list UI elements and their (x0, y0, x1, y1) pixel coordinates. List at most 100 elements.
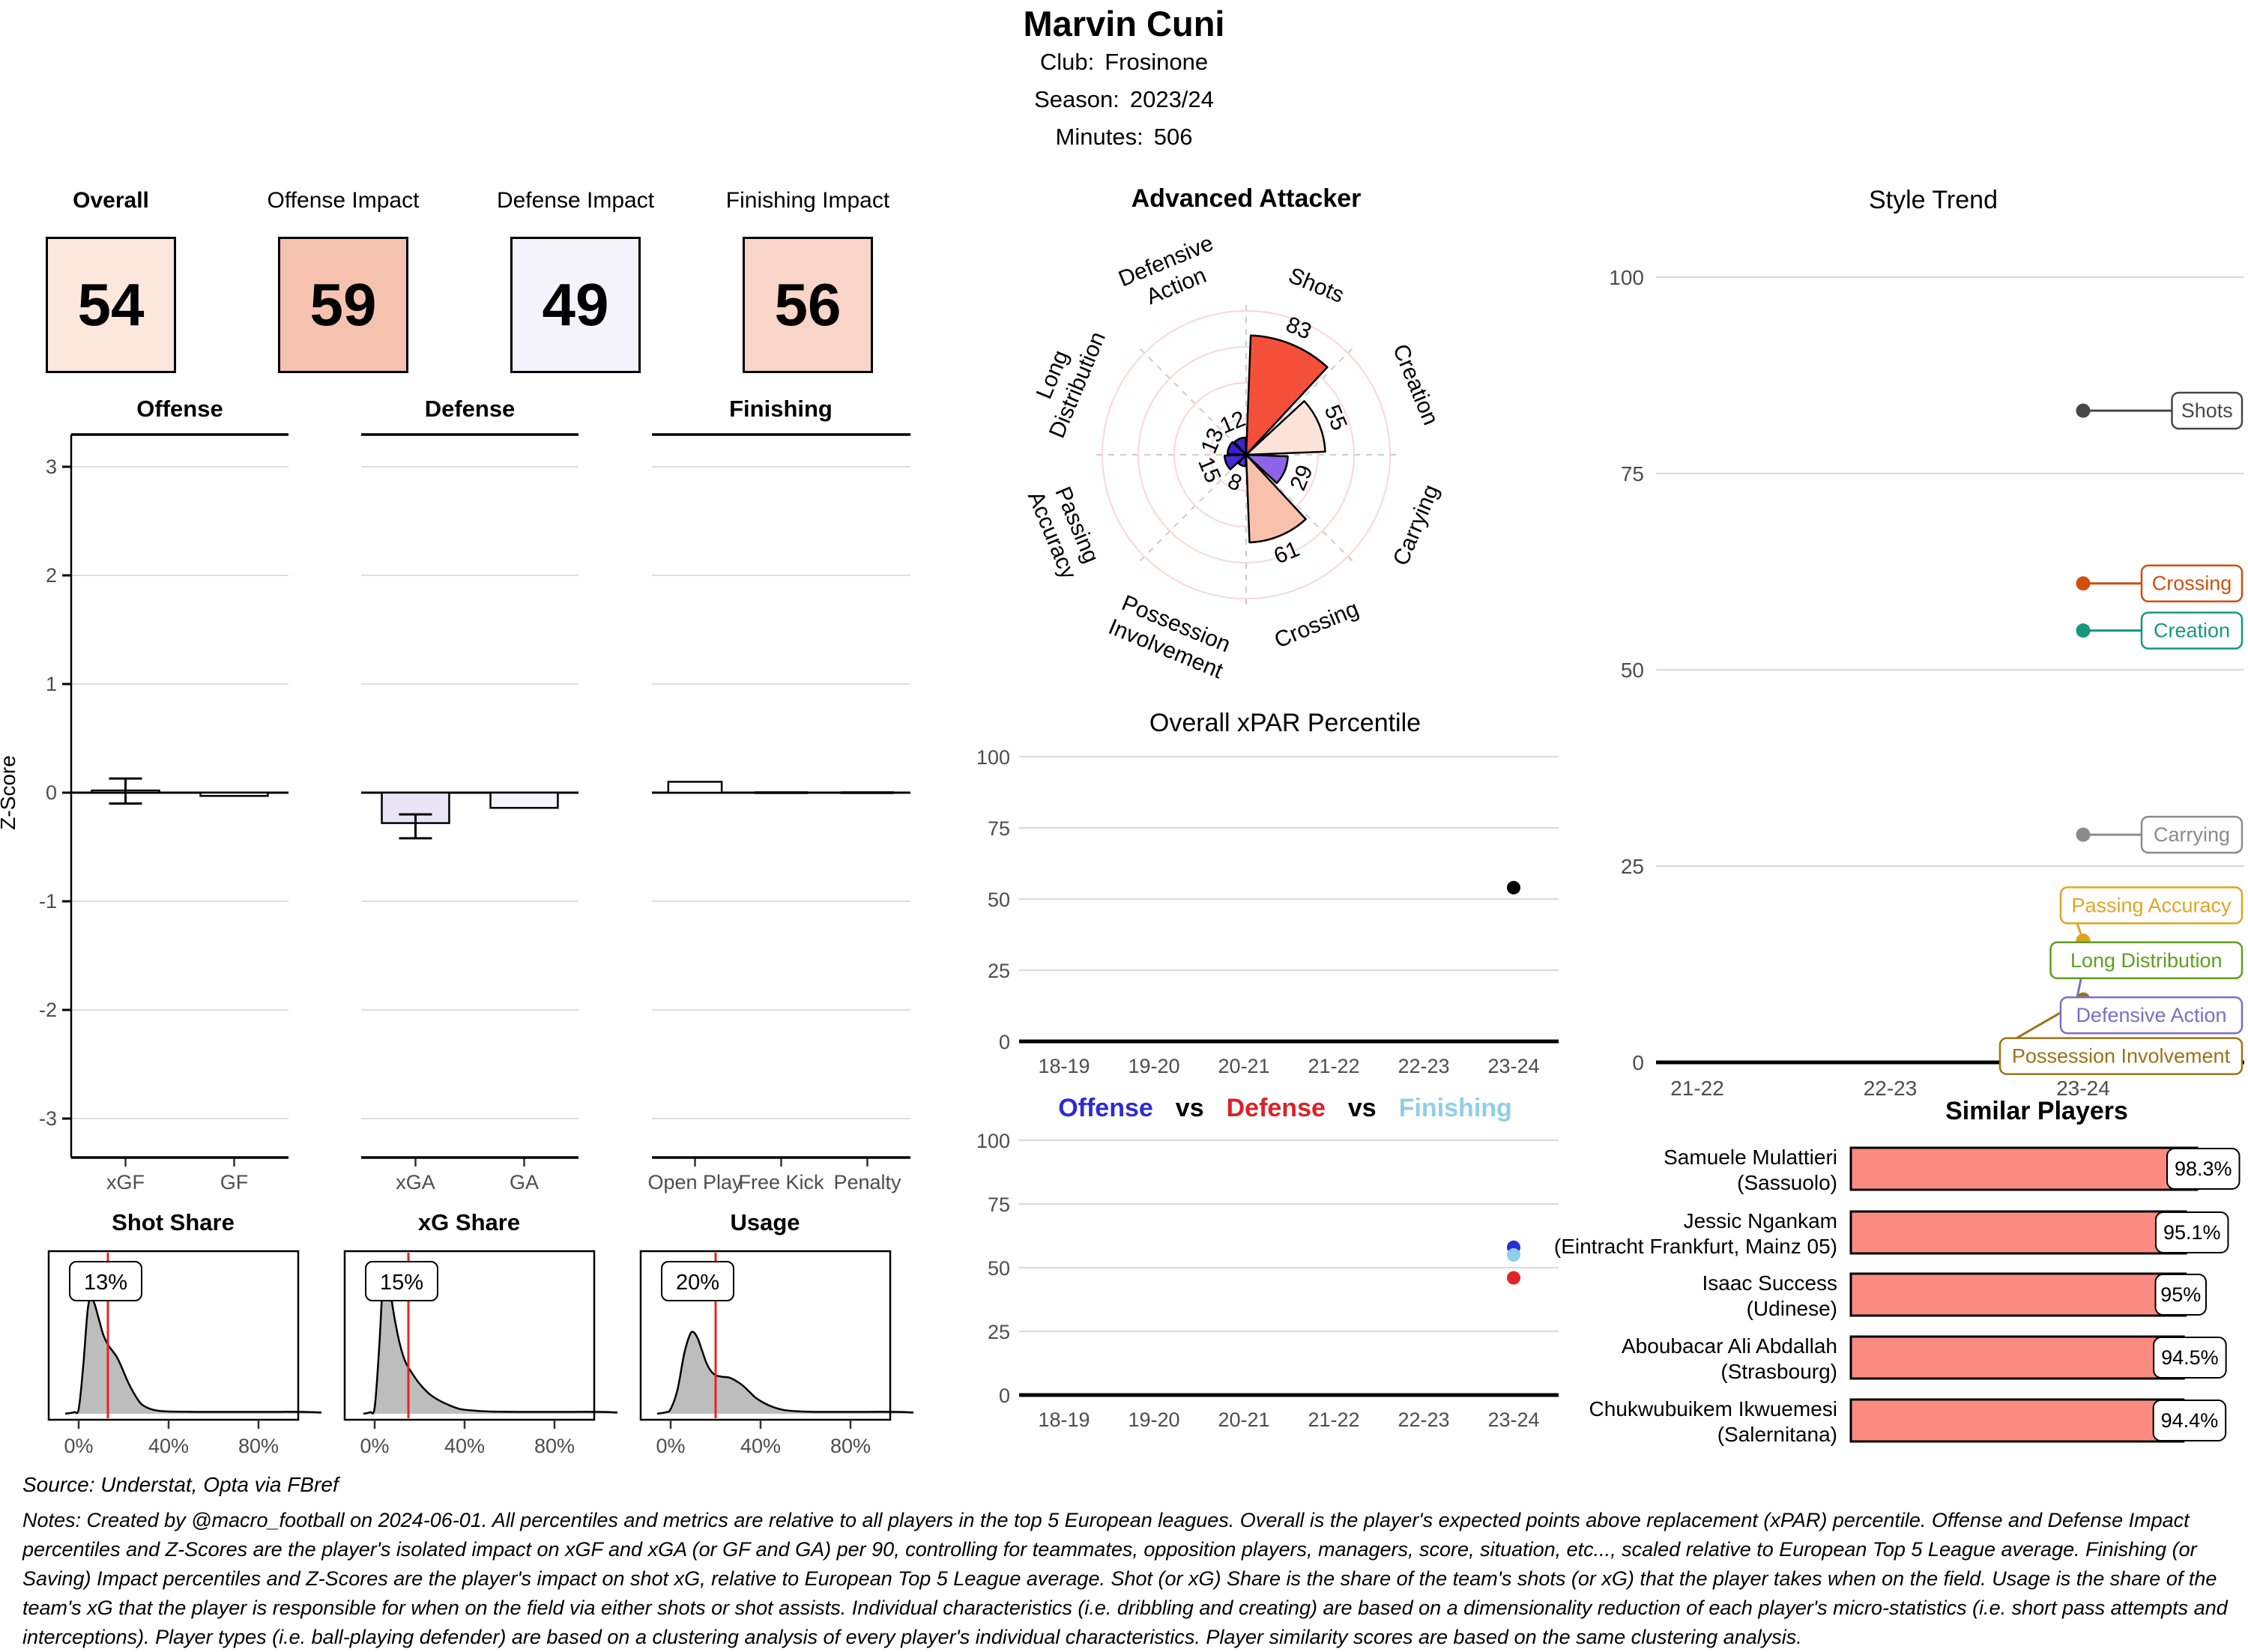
svg-text:Crossing: Crossing (2152, 572, 2232, 595)
methodology-notes: Notes: Created by @macro_football on 202… (22, 1509, 2228, 1648)
svg-text:80%: 80% (830, 1435, 871, 1457)
svg-text:Samuele Mulattieri(Sassuolo): Samuele Mulattieri (Sassuolo) (1664, 1146, 1837, 1194)
xg-share-title: xG Share (417, 1209, 521, 1235)
svg-text:22-23: 22-23 (1398, 1409, 1449, 1431)
minutes-label: Minutes: (1055, 124, 1143, 150)
svg-text:94.5%: 94.5% (2161, 1346, 2219, 1369)
svg-text:75: 75 (1621, 462, 1644, 485)
svg-text:40%: 40% (444, 1435, 485, 1457)
svg-text:18-19: 18-19 (1038, 1055, 1090, 1077)
svg-text:LongDistribution: LongDistribution (1020, 318, 1111, 441)
svg-text:23-24: 23-24 (1487, 1409, 1539, 1431)
svg-text:29: 29 (1285, 462, 1317, 494)
offense-panel-title: Offense (136, 396, 223, 422)
svg-text:75: 75 (988, 817, 1010, 840)
ovdvf-title-vs2: vs (1347, 1094, 1377, 1122)
radar-title: Advanced Attacker (1131, 184, 1362, 213)
svg-text:-3: -3 (39, 1107, 57, 1130)
ovdvf-title-finishing: Finishing (1398, 1094, 1512, 1122)
overall-label: Overall (73, 188, 149, 213)
svg-text:xGA: xGA (396, 1171, 435, 1193)
svg-text:Jessic Ngankam(Eintracht Frank: Jessic Ngankam (Eintracht Frankfurt, Main… (1554, 1209, 1837, 1258)
offense-impact-scorebox: 59 (278, 237, 408, 373)
svg-text:1: 1 (46, 673, 57, 695)
svg-text:22-23: 22-23 (1398, 1055, 1449, 1077)
svg-text:75: 75 (988, 1193, 1010, 1216)
svg-text:Penalty: Penalty (833, 1171, 901, 1193)
season-label: Season: (1034, 86, 1120, 112)
club-value: Frosinone (1105, 49, 1209, 75)
style-trend-title: Style Trend (1869, 186, 1998, 214)
svg-text:95.1%: 95.1% (2163, 1221, 2221, 1244)
svg-text:50: 50 (1621, 659, 1644, 682)
svg-text:0: 0 (1632, 1051, 1644, 1074)
svg-text:3: 3 (46, 456, 57, 478)
club-label: Club: (1039, 49, 1095, 75)
offense-impact-group: Offense Impact 59 (256, 189, 430, 373)
svg-text:55: 55 (1320, 402, 1352, 434)
svg-text:Free Kick: Free Kick (738, 1171, 824, 1193)
svg-text:Isaac Success(Udinese): Isaac Success (Udinese) (1702, 1271, 1837, 1320)
svg-text:25: 25 (988, 960, 1010, 982)
svg-text:Carrying: Carrying (1389, 481, 1444, 569)
finishing-panel-title: Finishing (729, 396, 833, 422)
svg-text:20-21: 20-21 (1218, 1409, 1269, 1431)
finishing-impact-group: Finishing Impact 56 (721, 189, 895, 373)
svg-text:Z-Score: Z-Score (0, 755, 19, 830)
svg-text:19-20: 19-20 (1128, 1409, 1179, 1431)
similar-players-title: Similar Players (1945, 1097, 2128, 1125)
svg-text:-1: -1 (39, 890, 57, 913)
svg-text:25: 25 (988, 1321, 1010, 1343)
season-line: Season: 2023/24 (749, 81, 1499, 118)
finishing-impact-label: Finishing Impact (725, 188, 890, 213)
ovdvf-title: Offense vs Defense vs Finishing (974, 1094, 1596, 1123)
player-header: Marvin Cuni Club: Frosinone Season: 2023/2… (749, 4, 1499, 156)
style-trend-chart: 0 25 50 75 100 21-22 22-23 23-24 Shots Crossing Cr… (1609, 266, 2244, 1100)
svg-text:80%: 80% (534, 1435, 575, 1457)
svg-text:94.4%: 94.4% (2161, 1409, 2219, 1432)
svg-text:61: 61 (1270, 536, 1302, 569)
ovdvf-title-offense: Offense (1058, 1094, 1153, 1122)
finishing-impact-scorebox: 56 (743, 237, 873, 373)
usage-title: Usage (730, 1209, 800, 1235)
svg-text:Chukwubuikem Ikwuemesi(Salerni: Chukwubuikem Ikwuemesi (Salernitana) (1589, 1397, 1837, 1446)
svg-text:0: 0 (46, 781, 57, 804)
svg-text:DefensiveAction: DefensiveAction (1115, 231, 1227, 317)
minutes-line: Minutes: 506 (749, 118, 1499, 156)
svg-text:22-23: 22-23 (1864, 1077, 1918, 1100)
svg-text:18-19: 18-19 (1038, 1409, 1090, 1431)
club-line: Club: Frosinone (749, 43, 1499, 81)
overall-score-group: Overall 54 (24, 189, 198, 373)
svg-text:xGF: xGF (106, 1171, 145, 1193)
svg-text:15%: 15% (380, 1271, 423, 1295)
overall-scorebox: 54 (46, 237, 176, 373)
svg-text:Carrying: Carrying (2154, 823, 2230, 846)
xpar-percentile-chart: 0 25 50 75 100 18-19 19-20 20-21 21-22 22-23 23-24 (976, 746, 1559, 1077)
defense-impact-group: Defense Impact 49 (489, 189, 662, 373)
svg-text:100: 100 (976, 746, 1010, 769)
svg-text:20-21: 20-21 (1218, 1055, 1269, 1077)
svg-text:0: 0 (999, 1031, 1010, 1053)
svg-text:Shots: Shots (2181, 399, 2233, 422)
svg-text:23-24: 23-24 (1487, 1055, 1539, 1077)
share-density-charts: 13% 0% 40% 80% 15% 0% 40% 80% 20% 0% 40% 80% (47, 1250, 914, 1457)
svg-text:0%: 0% (656, 1435, 685, 1457)
svg-text:Aboubacar Ali Abdallah(Strasbo: Aboubacar Ali Abdallah (Strasbourg) (1622, 1334, 1837, 1383)
ovdvf-title-vs1: vs (1175, 1094, 1204, 1122)
defense-impact-label: Defense Impact (496, 188, 655, 213)
svg-text:80%: 80% (238, 1435, 279, 1457)
svg-text:21-22: 21-22 (1670, 1077, 1724, 1100)
xpar-title: Overall xPAR Percentile (1149, 709, 1421, 737)
shot-share-title: Shot Share (112, 1209, 235, 1235)
svg-text:Shots: Shots (1285, 263, 1348, 308)
similar-players-chart: Samuele Mulattieri (Sassuolo) 98.3% Jessic … (1554, 1146, 2241, 1446)
svg-text:40%: 40% (740, 1435, 781, 1457)
svg-text:0: 0 (999, 1385, 1010, 1407)
svg-text:50: 50 (988, 1257, 1010, 1280)
svg-text:PassingAccuracy: PassingAccuracy (1023, 477, 1106, 582)
ovdvf-title-defense: Defense (1226, 1094, 1326, 1122)
svg-text:100: 100 (1609, 266, 1644, 289)
svg-text:GA: GA (510, 1171, 539, 1193)
svg-text:98.3%: 98.3% (2175, 1158, 2232, 1180)
svg-text:23-24: 23-24 (2056, 1077, 2110, 1100)
